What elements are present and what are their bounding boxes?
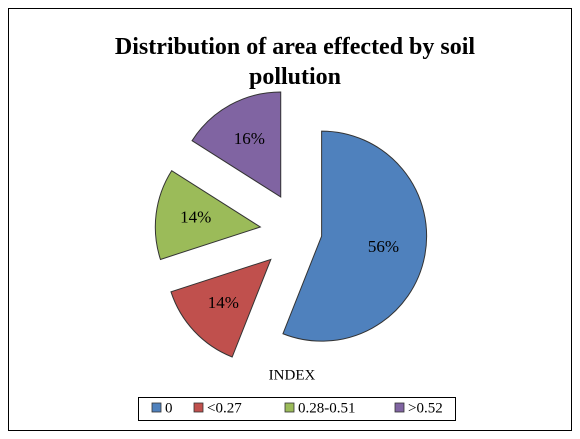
pie-slice: [154, 170, 262, 261]
legend-label: <0.27: [207, 400, 242, 416]
pie-slice: [191, 91, 282, 198]
data-label: 16%: [234, 129, 265, 148]
legend-title: INDEX: [269, 367, 316, 383]
legend-swatch: [193, 402, 204, 413]
legend-box: [138, 397, 456, 421]
pie-slice: [170, 258, 272, 358]
legend-swatch: [151, 402, 162, 413]
legend-swatch: [394, 402, 405, 413]
data-label: 14%: [180, 208, 211, 227]
data-label: 56%: [368, 237, 399, 256]
data-label: 14%: [208, 293, 239, 312]
pie-slice: [282, 130, 428, 342]
legend-label: 0: [165, 400, 173, 416]
chart-title: Distribution of area effected by soil pol…: [115, 34, 476, 90]
chart-border: [8, 8, 572, 431]
legend-label: >0.52: [408, 400, 443, 416]
legend-label: 0.28-0.51: [298, 400, 356, 416]
legend-swatch: [284, 402, 295, 413]
